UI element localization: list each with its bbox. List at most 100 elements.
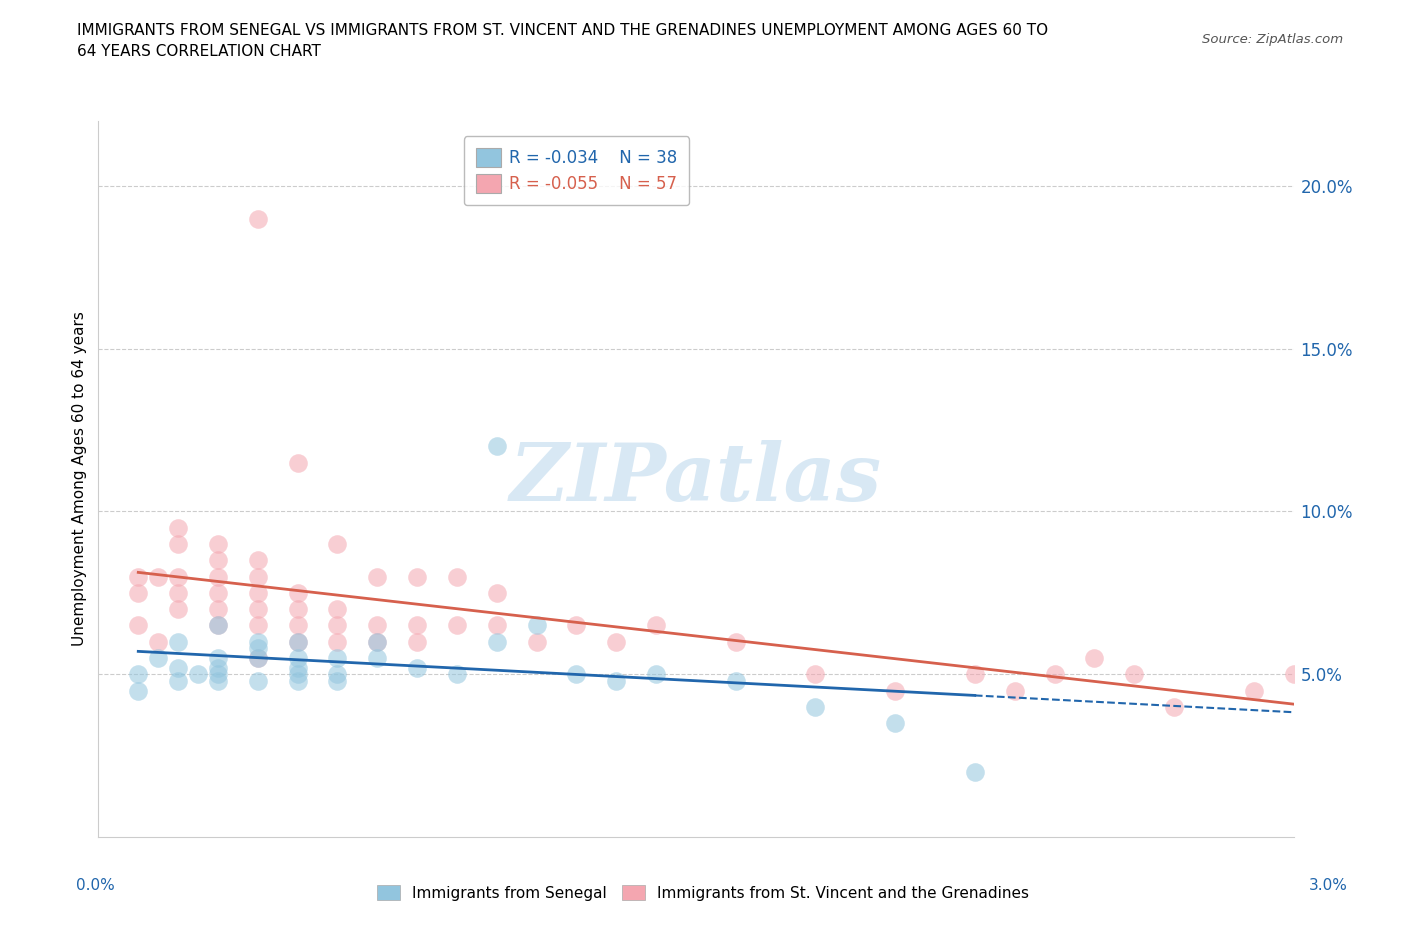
- Point: [246, 569, 269, 584]
- Point: [246, 634, 269, 649]
- Point: [326, 651, 349, 666]
- Point: [406, 569, 429, 584]
- Legend: Immigrants from Senegal, Immigrants from St. Vincent and the Grenadines: Immigrants from Senegal, Immigrants from…: [370, 877, 1036, 909]
- Text: ZIPatlas: ZIPatlas: [510, 440, 882, 518]
- Point: [446, 618, 468, 633]
- Point: [645, 667, 668, 682]
- Point: [1083, 651, 1105, 666]
- Point: [127, 618, 149, 633]
- Point: [207, 660, 229, 675]
- Point: [167, 521, 190, 536]
- Point: [366, 618, 388, 633]
- Legend: R = -0.034    N = 38, R = -0.055    N = 57: R = -0.034 N = 38, R = -0.055 N = 57: [464, 137, 689, 205]
- Point: [485, 618, 508, 633]
- Point: [287, 618, 309, 633]
- Point: [287, 634, 309, 649]
- Point: [148, 634, 170, 649]
- Point: [287, 651, 309, 666]
- Y-axis label: Unemployment Among Ages 60 to 64 years: Unemployment Among Ages 60 to 64 years: [72, 312, 87, 646]
- Point: [366, 569, 388, 584]
- Text: Source: ZipAtlas.com: Source: ZipAtlas.com: [1202, 33, 1343, 46]
- Point: [246, 618, 269, 633]
- Point: [485, 634, 508, 649]
- Text: IMMIGRANTS FROM SENEGAL VS IMMIGRANTS FROM ST. VINCENT AND THE GRENADINES UNEMPL: IMMIGRANTS FROM SENEGAL VS IMMIGRANTS FR…: [77, 23, 1049, 60]
- Point: [287, 634, 309, 649]
- Point: [207, 618, 229, 633]
- Point: [485, 439, 508, 454]
- Point: [287, 455, 309, 470]
- Point: [207, 673, 229, 688]
- Point: [963, 667, 986, 682]
- Point: [645, 618, 668, 633]
- Point: [207, 618, 229, 633]
- Point: [1243, 683, 1265, 698]
- Point: [287, 667, 309, 682]
- Point: [246, 651, 269, 666]
- Point: [565, 667, 588, 682]
- Point: [207, 537, 229, 551]
- Text: 3.0%: 3.0%: [1309, 878, 1348, 893]
- Point: [246, 211, 269, 226]
- Point: [326, 537, 349, 551]
- Point: [207, 552, 229, 567]
- Point: [246, 552, 269, 567]
- Point: [167, 660, 190, 675]
- Point: [526, 634, 548, 649]
- Point: [366, 634, 388, 649]
- Point: [1123, 667, 1146, 682]
- Point: [207, 651, 229, 666]
- Point: [187, 667, 209, 682]
- Point: [207, 569, 229, 584]
- Point: [167, 634, 190, 649]
- Point: [605, 673, 627, 688]
- Text: 0.0%: 0.0%: [76, 878, 115, 893]
- Point: [1004, 683, 1026, 698]
- Point: [326, 667, 349, 682]
- Point: [1043, 667, 1066, 682]
- Point: [366, 651, 388, 666]
- Point: [207, 602, 229, 617]
- Point: [246, 673, 269, 688]
- Point: [406, 660, 429, 675]
- Point: [724, 634, 747, 649]
- Point: [167, 673, 190, 688]
- Point: [565, 618, 588, 633]
- Point: [446, 667, 468, 682]
- Point: [207, 667, 229, 682]
- Point: [246, 641, 269, 656]
- Point: [127, 667, 149, 682]
- Point: [287, 586, 309, 601]
- Point: [167, 602, 190, 617]
- Point: [167, 569, 190, 584]
- Point: [326, 618, 349, 633]
- Point: [287, 602, 309, 617]
- Point: [127, 586, 149, 601]
- Point: [148, 651, 170, 666]
- Point: [246, 602, 269, 617]
- Point: [127, 683, 149, 698]
- Point: [287, 673, 309, 688]
- Point: [804, 699, 827, 714]
- Point: [246, 651, 269, 666]
- Point: [326, 634, 349, 649]
- Point: [526, 618, 548, 633]
- Point: [963, 764, 986, 779]
- Point: [1163, 699, 1185, 714]
- Point: [406, 618, 429, 633]
- Point: [167, 537, 190, 551]
- Point: [326, 602, 349, 617]
- Point: [724, 673, 747, 688]
- Point: [804, 667, 827, 682]
- Point: [485, 586, 508, 601]
- Point: [406, 634, 429, 649]
- Point: [207, 586, 229, 601]
- Point: [884, 683, 907, 698]
- Point: [326, 673, 349, 688]
- Point: [605, 634, 627, 649]
- Point: [884, 716, 907, 731]
- Point: [246, 586, 269, 601]
- Point: [148, 569, 170, 584]
- Point: [287, 660, 309, 675]
- Point: [127, 569, 149, 584]
- Point: [1282, 667, 1305, 682]
